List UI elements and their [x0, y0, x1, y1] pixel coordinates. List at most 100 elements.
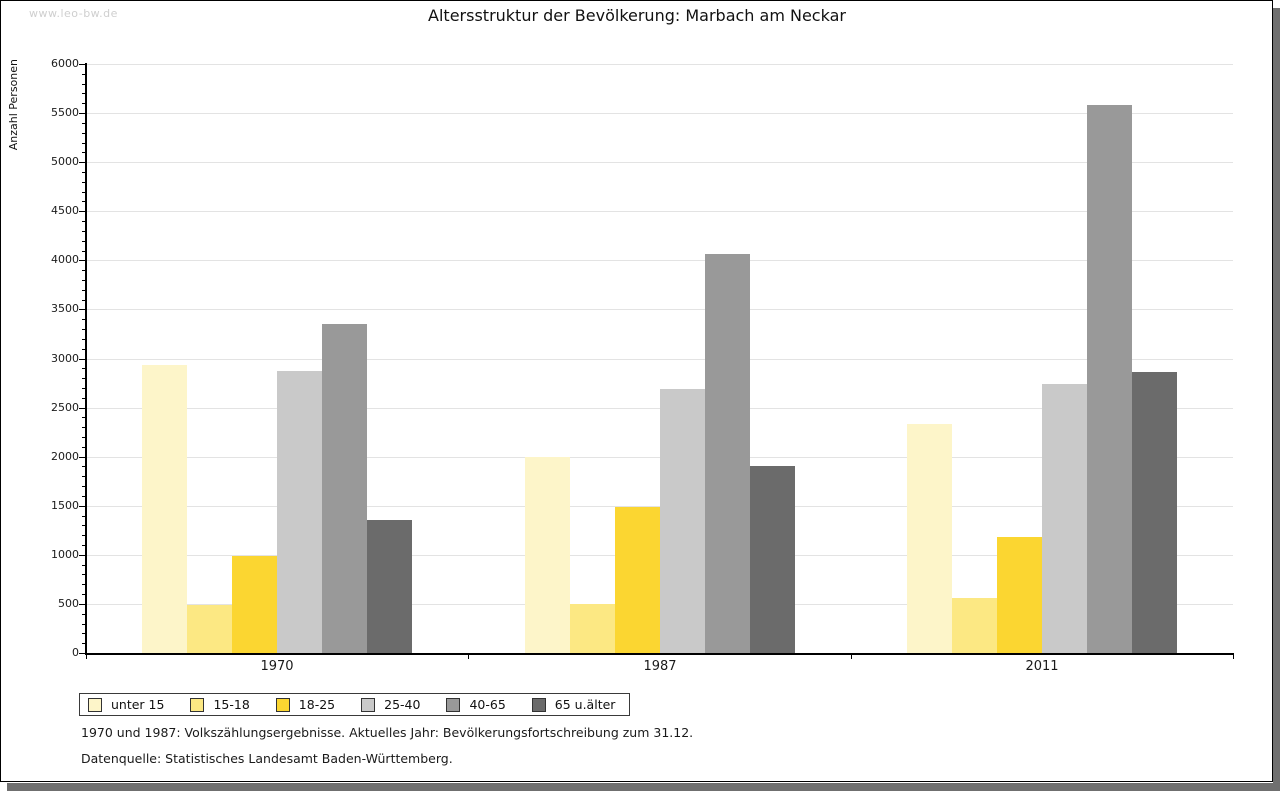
y-major-tick — [79, 506, 86, 507]
x-tick-label: 1987 — [643, 659, 677, 674]
gridline — [86, 64, 1233, 65]
gridline — [86, 211, 1233, 212]
y-tick-label: 1000 — [51, 548, 79, 561]
y-minor-tick — [82, 633, 86, 634]
chart-title: Altersstruktur der Bevölkerung: Marbach … — [428, 6, 846, 25]
y-major-tick — [79, 408, 86, 409]
gridline — [86, 309, 1233, 310]
card-shadow-right — [1273, 8, 1280, 791]
y-minor-tick — [82, 427, 86, 428]
legend-swatch — [446, 697, 461, 712]
y-tick-label: 5500 — [51, 106, 79, 119]
y-major-tick — [79, 64, 86, 65]
x-tick-label: 2011 — [1025, 659, 1059, 674]
y-minor-tick — [82, 93, 86, 94]
y-minor-tick — [82, 182, 86, 183]
y-minor-tick — [82, 565, 86, 566]
legend: unter 15 15-18 18-25 25-40 40-65 65 u.älter — [79, 693, 631, 716]
y-minor-tick — [82, 103, 86, 104]
y-major-tick — [79, 260, 86, 261]
bar-1987-25-40 — [660, 389, 705, 653]
y-major-tick — [79, 359, 86, 360]
y-axis-line — [85, 63, 87, 653]
y-minor-tick — [82, 594, 86, 595]
y-tick-label: 4500 — [51, 204, 79, 217]
watermark: www.leo-bw.de — [29, 7, 118, 20]
y-minor-tick — [82, 221, 86, 222]
y-minor-tick — [82, 378, 86, 379]
legend-label: 15-18 — [213, 697, 250, 712]
x-axis-line — [85, 653, 1234, 655]
y-minor-tick — [82, 476, 86, 477]
bar-1970-40-65 — [322, 324, 367, 653]
y-minor-tick — [82, 624, 86, 625]
bar-2011-65-u.älter — [1132, 372, 1177, 653]
y-minor-tick — [82, 417, 86, 418]
bar-2011-unter-15 — [907, 424, 952, 653]
x-axis-tick — [1233, 653, 1234, 659]
legend-label: 65 u.älter — [554, 697, 616, 712]
y-minor-tick — [82, 339, 86, 340]
y-minor-tick — [82, 270, 86, 271]
legend-label: unter 15 — [111, 697, 165, 712]
y-minor-tick — [82, 614, 86, 615]
y-minor-tick — [82, 535, 86, 536]
plot-area: 1970 1987 2011 0 500 1000 1500 2000 2500 3000 3500… — [1, 1, 1273, 781]
legend-item-65-u.älter: 65 u.älter — [531, 697, 616, 712]
y-major-tick — [79, 457, 86, 458]
y-minor-tick — [82, 84, 86, 85]
gridline — [86, 408, 1233, 409]
y-minor-tick — [82, 368, 86, 369]
y-tick-label: 0 — [72, 646, 79, 659]
y-tick-label: 500 — [58, 597, 79, 610]
y-minor-tick — [82, 201, 86, 202]
gridline — [86, 162, 1233, 163]
y-minor-tick — [82, 525, 86, 526]
y-tick-label: 2500 — [51, 401, 79, 414]
gridline — [86, 506, 1233, 507]
y-minor-tick — [82, 643, 86, 644]
y-minor-tick — [82, 447, 86, 448]
y-minor-tick — [82, 584, 86, 585]
y-tick-label: 5000 — [51, 155, 79, 168]
y-minor-tick — [82, 486, 86, 487]
y-tick-label: 4000 — [51, 253, 79, 266]
legend-item-25-40: 25-40 — [361, 697, 420, 712]
legend-item-40-65: 40-65 — [446, 697, 506, 712]
bar-1970-18-25 — [232, 556, 277, 653]
y-minor-tick — [82, 437, 86, 438]
gridline — [86, 457, 1233, 458]
y-tick-label: 3500 — [51, 302, 79, 315]
y-minor-tick — [82, 152, 86, 153]
y-major-tick — [79, 113, 86, 114]
legend-swatch — [531, 697, 546, 712]
legend-swatch — [275, 697, 290, 712]
bar-1987-unter-15 — [525, 457, 570, 653]
bar-1987-18-25 — [615, 507, 660, 653]
y-tick-label: 1500 — [51, 499, 79, 512]
legend-label: 25-40 — [384, 697, 421, 712]
y-tick-label: 3000 — [51, 352, 79, 365]
gridline — [86, 113, 1233, 114]
y-major-tick — [79, 309, 86, 310]
bar-1987-40-65 — [705, 254, 750, 653]
y-minor-tick — [82, 143, 86, 144]
y-minor-tick — [82, 388, 86, 389]
y-minor-tick — [82, 241, 86, 242]
bar-2011-25-40 — [1042, 384, 1087, 653]
y-minor-tick — [82, 545, 86, 546]
y-minor-tick — [82, 574, 86, 575]
y-minor-tick — [82, 251, 86, 252]
legend-swatch — [190, 697, 205, 712]
y-minor-tick — [82, 300, 86, 301]
y-tick-label: 6000 — [51, 57, 79, 70]
bar-1970-unter-15 — [142, 365, 187, 653]
y-minor-tick — [82, 172, 86, 173]
legend-swatch — [361, 697, 376, 712]
y-major-tick — [79, 653, 86, 654]
legend-item-unter-15: unter 15 — [88, 697, 164, 712]
footnote-line-1: 1970 und 1987: Volkszählungsergebnisse. … — [81, 725, 694, 740]
y-minor-tick — [82, 133, 86, 134]
